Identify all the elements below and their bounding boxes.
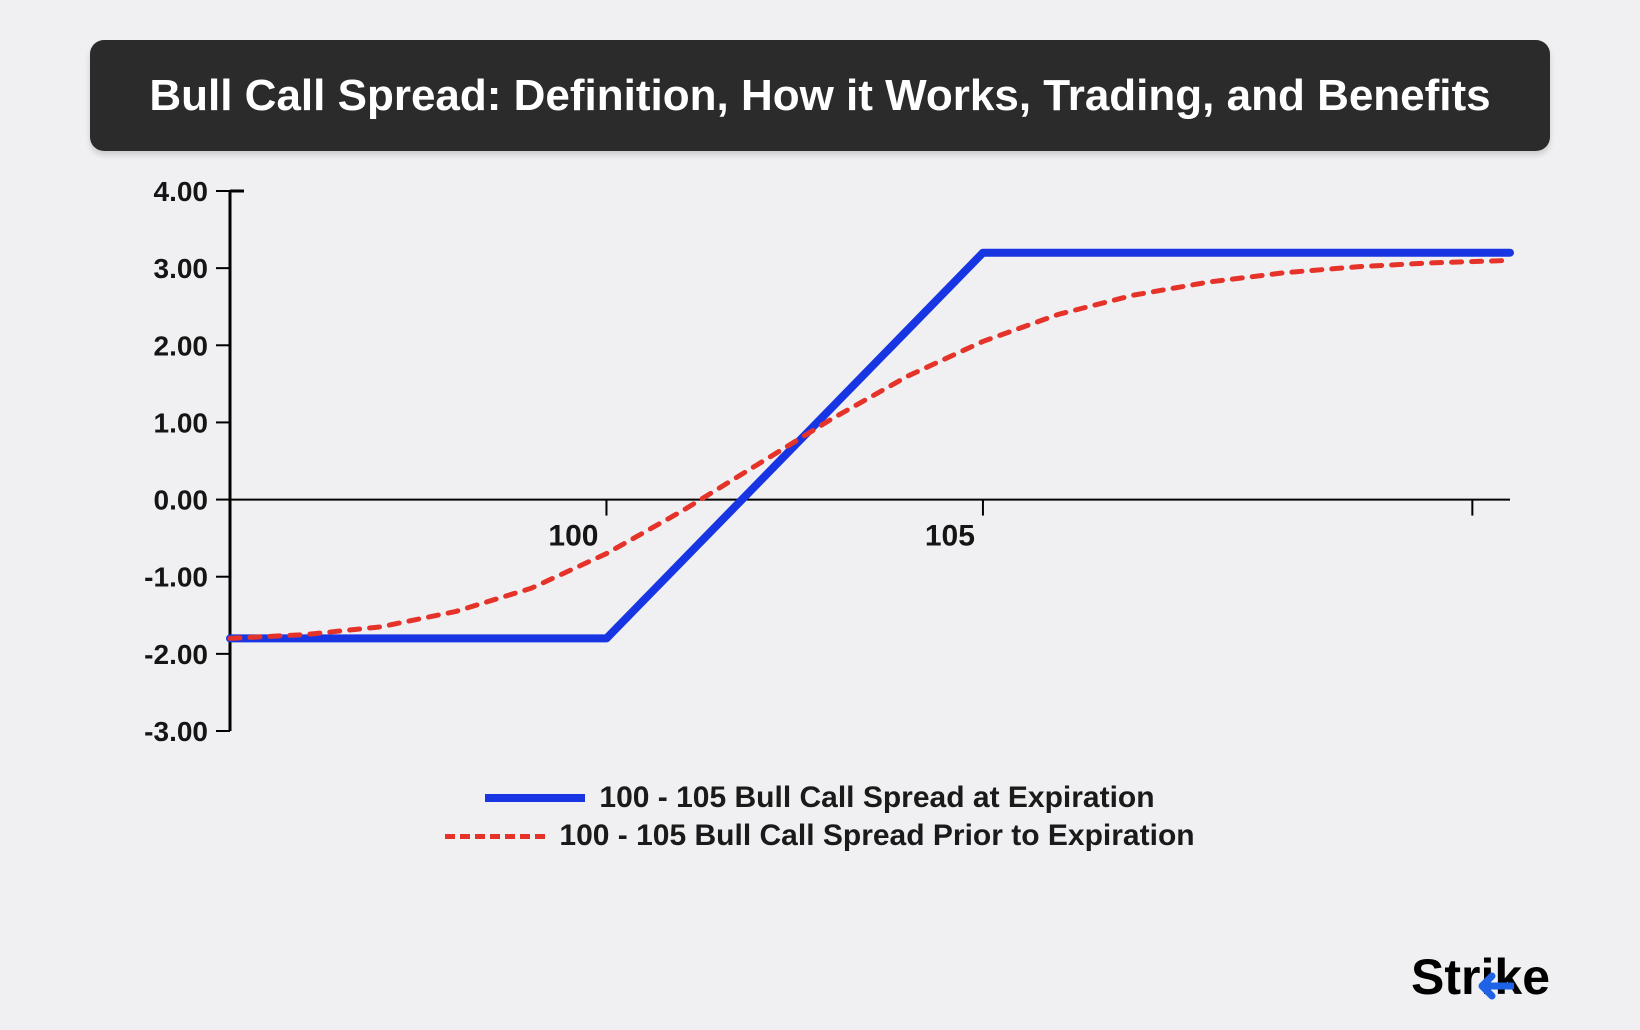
legend-label: 100 - 105 Bull Call Spread at Expiration <box>599 781 1154 815</box>
title-banner: Bull Call Spread: Definition, How it Wor… <box>90 40 1550 151</box>
payoff-chart: 4.00 3.00 2.00 1.00 0.00 -1.00 -2.00 -3.00 100 10… <box>90 171 1550 771</box>
legend-swatch <box>485 794 585 802</box>
strike-logo: Strike <box>1411 948 1550 1006</box>
svg-text:-3.00: -3.00 <box>144 716 208 747</box>
logo-k: k <box>1494 948 1522 1006</box>
svg-text:100: 100 <box>548 520 598 553</box>
svg-text:4.00: 4.00 <box>154 176 209 207</box>
legend-item-prior: 100 - 105 Bull Call Spread Prior to Expi… <box>90 819 1550 853</box>
legend-label: 100 - 105 Bull Call Spread Prior to Expi… <box>559 819 1194 853</box>
svg-text:3.00: 3.00 <box>154 253 209 284</box>
legend-swatch <box>445 834 545 839</box>
svg-text:1.00: 1.00 <box>154 407 209 438</box>
series-expiration <box>230 253 1510 639</box>
legend-item-expiration: 100 - 105 Bull Call Spread at Expiration <box>90 781 1550 815</box>
logo-text: e <box>1522 948 1550 1006</box>
svg-text:0.00: 0.00 <box>154 485 209 516</box>
svg-text:2.00: 2.00 <box>154 330 209 361</box>
svg-text:-1.00: -1.00 <box>144 562 208 593</box>
series-prior <box>230 260 1510 638</box>
legend: 100 - 105 Bull Call Spread at Expiration… <box>90 781 1550 853</box>
svg-text:105: 105 <box>925 520 975 553</box>
svg-text:-2.00: -2.00 <box>144 639 208 670</box>
chart-area: 4.00 3.00 2.00 1.00 0.00 -1.00 -2.00 -3.00 100 10… <box>90 171 1550 771</box>
